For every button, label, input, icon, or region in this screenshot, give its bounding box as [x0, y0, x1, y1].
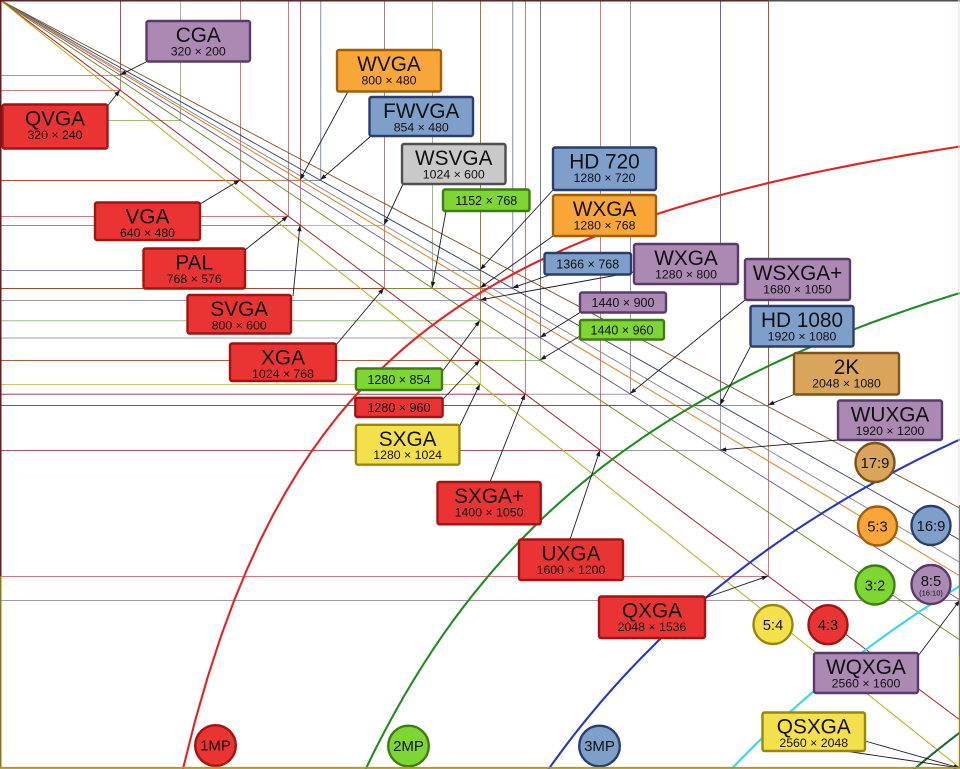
svg-text:1400 × 1050: 1400 × 1050: [455, 505, 524, 519]
svg-text:WSXGA+: WSXGA+: [753, 262, 843, 285]
svg-text:VGA: VGA: [126, 206, 170, 229]
svg-text:1MP: 1MP: [200, 738, 231, 755]
svg-text:1280 × 960: 1280 × 960: [367, 401, 430, 415]
svg-text:4:3: 4:3: [818, 618, 839, 634]
svg-text:3:2: 3:2: [865, 578, 886, 594]
svg-text:1024 × 600: 1024 × 600: [423, 167, 485, 181]
svg-text:17:9: 17:9: [861, 456, 890, 472]
svg-text:320 × 200: 320 × 200: [171, 44, 226, 58]
svg-text:320 × 240: 320 × 240: [27, 128, 82, 142]
svg-text:XGA: XGA: [261, 347, 305, 370]
svg-text:2560 × 1600: 2560 × 1600: [832, 676, 901, 690]
svg-text:2048 × 1080: 2048 × 1080: [812, 376, 881, 390]
svg-text:1440 × 960: 1440 × 960: [591, 323, 654, 337]
svg-text:800 × 600: 800 × 600: [212, 318, 267, 332]
svg-text:WQXGA: WQXGA: [826, 656, 906, 679]
svg-text:HD 720: HD 720: [569, 151, 640, 174]
svg-text:768 × 576: 768 × 576: [167, 272, 222, 286]
svg-text:8:5: 8:5: [921, 574, 942, 590]
svg-text:5:4: 5:4: [763, 618, 784, 634]
svg-text:2MP: 2MP: [393, 738, 424, 755]
svg-text:WUXGA: WUXGA: [851, 404, 930, 427]
svg-text:WSVGA: WSVGA: [415, 147, 493, 170]
svg-text:1280 × 1024: 1280 × 1024: [373, 448, 442, 462]
svg-text:1920 × 1080: 1920 × 1080: [768, 329, 837, 343]
svg-text:PAL: PAL: [175, 252, 213, 275]
svg-text:1280 × 800: 1280 × 800: [655, 267, 717, 281]
svg-text:1280 × 854: 1280 × 854: [367, 373, 430, 387]
svg-text:1152 × 768: 1152 × 768: [455, 194, 517, 208]
svg-text:1680 × 1050: 1680 × 1050: [763, 282, 832, 296]
svg-text:854 × 480: 854 × 480: [394, 120, 449, 134]
svg-text:2560 × 2048: 2560 × 2048: [779, 736, 848, 750]
svg-text:1280 × 768: 1280 × 768: [574, 218, 636, 232]
svg-text:UXGA: UXGA: [542, 543, 601, 566]
svg-text:1024 × 768: 1024 × 768: [252, 367, 314, 381]
svg-text:1366 × 768: 1366 × 768: [556, 257, 619, 271]
svg-text:HD 1080: HD 1080: [761, 309, 843, 332]
svg-text:CGA: CGA: [176, 24, 221, 47]
svg-text:16:9: 16:9: [917, 519, 946, 535]
svg-text:WXGA: WXGA: [654, 247, 718, 270]
svg-text:QSXGA: QSXGA: [777, 716, 851, 739]
svg-text:SXGA: SXGA: [379, 428, 437, 451]
svg-text:SXGA+: SXGA+: [454, 485, 524, 508]
svg-text:QXGA: QXGA: [622, 600, 682, 623]
svg-text:1280 × 720: 1280 × 720: [574, 171, 636, 185]
svg-text:FWVGA: FWVGA: [383, 100, 459, 123]
svg-text:WXGA: WXGA: [573, 198, 637, 221]
svg-text:3MP: 3MP: [584, 738, 615, 755]
svg-text:640 × 480: 640 × 480: [120, 226, 175, 240]
svg-text:800 × 480: 800 × 480: [361, 73, 416, 87]
svg-text:2K: 2K: [834, 356, 860, 379]
svg-text:1920 × 1200: 1920 × 1200: [856, 424, 925, 438]
svg-text:SVGA: SVGA: [210, 298, 268, 321]
svg-text:2048 × 1536: 2048 × 1536: [618, 620, 687, 634]
svg-text:QVGA: QVGA: [25, 108, 85, 131]
svg-text:5:3: 5:3: [867, 519, 888, 535]
svg-text:1440 × 900: 1440 × 900: [592, 296, 655, 310]
svg-text:WVGA: WVGA: [357, 53, 421, 76]
svg-text:1600 × 1200: 1600 × 1200: [537, 563, 606, 577]
svg-text:(16:10): (16:10): [919, 589, 943, 598]
